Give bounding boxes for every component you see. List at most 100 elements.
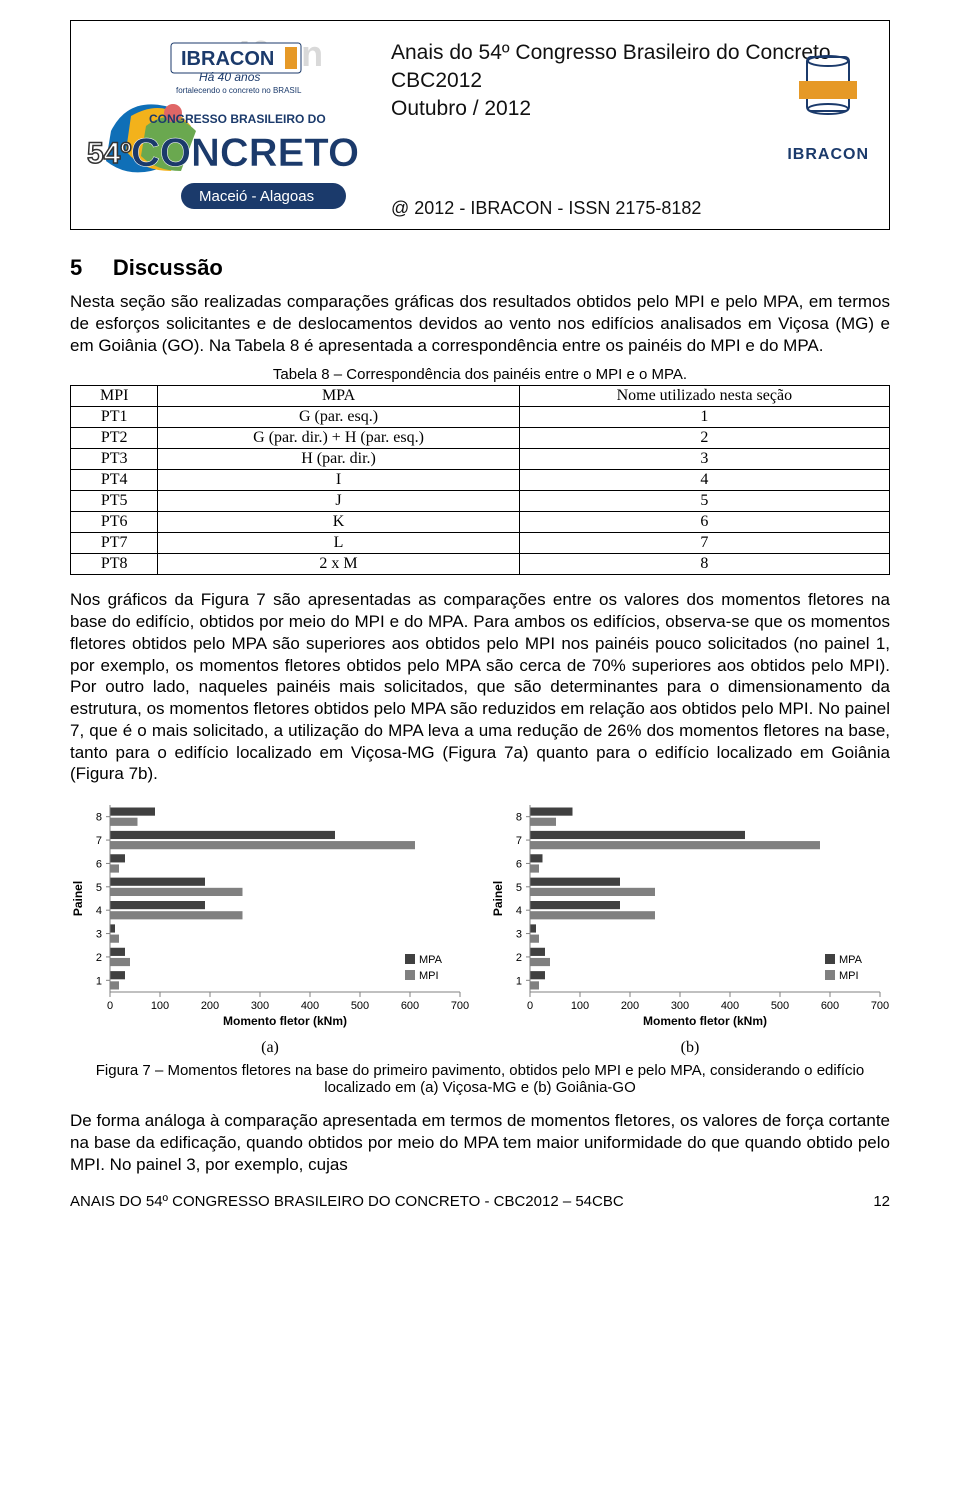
bar-mpa [530,948,545,956]
svg-text:Momento fletor (kNm): Momento fletor (kNm) [223,1014,347,1028]
svg-text:8: 8 [516,812,522,824]
legend-swatch-mpa [825,954,835,964]
table8-header-cell: Nome utilizado nesta seção [519,386,889,407]
svg-text:100: 100 [571,1000,589,1012]
svg-text:7: 7 [516,835,522,847]
bar-mpa [530,831,745,839]
footer-left: ANAIS DO 54º CONGRESSO BRASILEIRO DO CON… [70,1193,624,1210]
table8-cell: K [158,512,519,533]
bar-mpa [530,901,620,909]
table8-cell: PT6 [71,512,158,533]
bar-mpi [110,911,243,919]
bar-mpi [110,888,243,896]
bar-mpi [110,818,138,826]
table8-header-cell: MPA [158,386,519,407]
table8-cell: G (par. dir.) + H (par. esq.) [158,428,519,449]
bar-mpi [110,841,415,849]
bar-mpa [110,808,155,816]
svg-text:700: 700 [451,1000,469,1012]
bar-mpa [110,971,125,979]
table8-cell: 7 [519,533,889,554]
svg-text:CONGRESSO BRASILEIRO DO: CONGRESSO BRASILEIRO DO [149,112,326,126]
table8-cell: PT4 [71,470,158,491]
chart-a-wrap: 010020030040050060070087654321Momento fl… [70,797,470,1057]
table8-cell: G (par. esq.) [158,407,519,428]
bar-mpi [110,864,119,872]
svg-text:400: 400 [301,1000,319,1012]
svg-text:4: 4 [96,905,102,917]
table8-cell: L [158,533,519,554]
bar-mpi [530,958,550,966]
svg-text:300: 300 [671,1000,689,1012]
svg-text:200: 200 [201,1000,219,1012]
svg-text:CONCRETO: CONCRETO [131,131,359,175]
table8-cell: J [158,491,519,512]
bar-mpa [110,901,205,909]
bar-mpa [530,924,536,932]
table8-cell: 2 x M [158,554,519,575]
bar-mpi [530,888,655,896]
table8-cell: PT2 [71,428,158,449]
table-row: PT2G (par. dir.) + H (par. esq.)2 [71,428,890,449]
table8-cell: PT8 [71,554,158,575]
bar-mpi [530,935,539,943]
svg-text:7: 7 [96,835,102,847]
bar-mpa [110,948,125,956]
table8-caption: Tabela 8 – Correspondência dos painéis e… [70,366,890,383]
legend-swatch-mpi [405,970,415,980]
banner-title-line-1: Anais do 54º Congresso Brasileiro do Con… [391,41,831,65]
table8-cell: PT3 [71,449,158,470]
svg-text:IBRACON: IBRACON [181,48,274,70]
table-row: PT6K6 [71,512,890,533]
section-number: 5 [70,255,82,280]
table8-header-cell: MPI [71,386,158,407]
banner-title-line-3: Outubro / 2012 [391,97,831,121]
svg-text:fortalecendo o concreto no BRA: fortalecendo o concreto no BRASIL [176,86,302,95]
bar-mpa [530,971,545,979]
svg-text:Maceió - Alagoas: Maceió - Alagoas [199,188,314,205]
issn-line: @ 2012 - IBRACON - ISSN 2175-8182 [391,198,701,219]
figure7-charts: 010020030040050060070087654321Momento fl… [70,797,890,1057]
svg-text:200: 200 [621,1000,639,1012]
chart-b: 010020030040050060070087654321Momento fl… [490,797,890,1037]
svg-text:700: 700 [871,1000,889,1012]
table8-cell: PT1 [71,407,158,428]
legend-swatch-mpa [405,954,415,964]
legend-label-mpa: MPA [839,954,863,966]
bar-mpi [530,841,820,849]
table8-cell: 4 [519,470,889,491]
svg-text:6: 6 [96,858,102,870]
svg-text:54º: 54º [87,137,131,170]
bar-mpi [110,935,119,943]
legend-swatch-mpi [825,970,835,980]
table-row: PT1G (par. esq.)1 [71,407,890,428]
paragraph-2: Nos gráficos da Figura 7 são apresentada… [70,589,890,785]
chart-a: 010020030040050060070087654321Momento fl… [70,797,470,1037]
svg-text:3: 3 [516,929,522,941]
svg-text:3: 3 [96,929,102,941]
banner-titles: Anais do 54º Congresso Brasileiro do Con… [391,41,831,125]
table8-cell: PT7 [71,533,158,554]
svg-text:Painel: Painel [491,881,505,916]
svg-text:Há 40 anos: Há 40 anos [199,70,260,84]
banner-title-line-2: CBC2012 [391,69,831,93]
svg-text:2: 2 [96,952,102,964]
chart-b-wrap: 010020030040050060070087654321Momento fl… [490,797,890,1057]
table8-cell: 3 [519,449,889,470]
table-row: PT5J5 [71,491,890,512]
legend-label-mpi: MPI [839,970,859,982]
chart-b-sublabel: (b) [490,1039,890,1057]
svg-text:0: 0 [527,1000,533,1012]
bar-mpi [110,981,119,989]
ibracon-right-label: IBRACON [787,146,869,164]
svg-text:100: 100 [151,1000,169,1012]
svg-text:300: 300 [251,1000,269,1012]
table8-cell: I [158,470,519,491]
paragraph-3: De forma análoga à comparação apresentad… [70,1110,890,1175]
svg-text:Painel: Painel [71,881,85,916]
bar-mpa [530,854,543,862]
bar-mpi [530,911,655,919]
svg-text:5: 5 [96,882,102,894]
svg-text:600: 600 [821,1000,839,1012]
svg-text:4: 4 [516,905,522,917]
